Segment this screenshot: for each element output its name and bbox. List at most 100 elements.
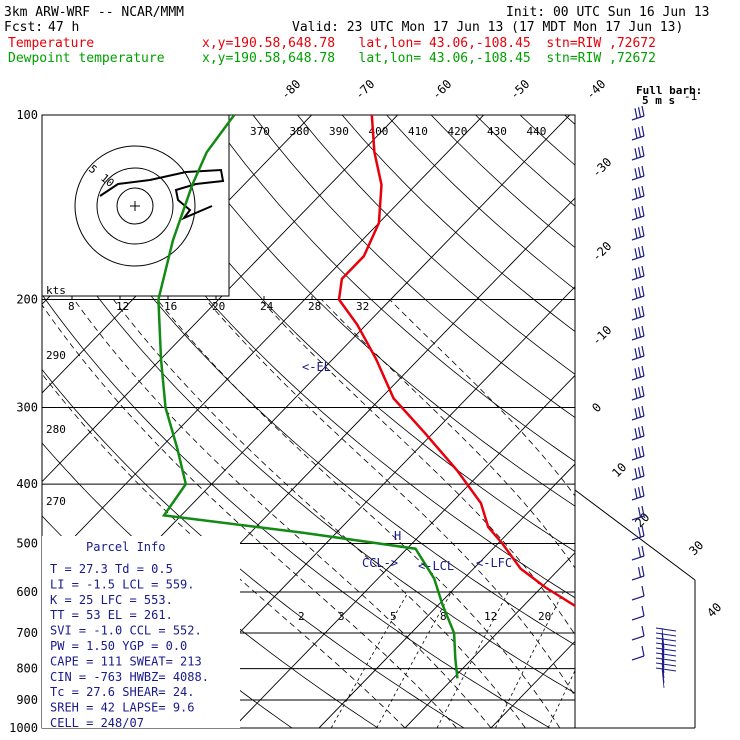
isotherm-label: -40 [583,77,608,102]
wind-barb [631,525,645,541]
isotherm-label: -60 [429,77,454,102]
barb-legend-title: Full barb: [636,84,702,97]
pressure-tick-label: 1000 [9,721,38,735]
isotherm-label: 40 [704,600,724,620]
wind-barb [631,305,645,321]
parcel-info-title: Parcel Info [86,540,165,554]
wind-barb [631,605,645,621]
dry-adiabat [564,115,575,125]
hodograph-speed-label: 16 [164,300,177,313]
pressure-tick-label: 500 [16,536,38,550]
wind-barb [631,465,645,481]
wind-barb-low [655,662,677,684]
theta-label: 410 [408,125,428,138]
isotherm [318,463,575,728]
theta-label: 440 [527,125,547,138]
parcel-info-row: SREH = 42 LAPSE= 9.6 [50,701,195,715]
wind-barb-low [655,632,677,654]
dry-adiabat [297,115,575,375]
barb-legend-unit: 5 m s [642,94,675,107]
forecast-label: Fcst: [4,20,43,35]
parcel-info-row: PW = 1.50 YGP = 0.0 [50,639,187,653]
isotherm-label: -10 [589,323,614,348]
isotherm-label: -50 [507,77,532,102]
wind-barb-low [655,652,677,674]
isotherm-label: 10 [609,460,629,480]
wind-barb [631,565,645,581]
legend-dewpoint-info: x,y=190.58,648.78 lat,lon= 43.06,-108.45… [202,51,656,66]
isotherm-label: -80 [278,77,303,102]
wind-barb [631,405,645,421]
wind-barb [631,625,645,641]
wind-barb-low [655,627,677,649]
wind-barb [631,445,645,461]
mixing-ratio-label: 20 [538,610,551,623]
lfc-marker: <-LFC [476,556,512,570]
init-time: Init: 00 UTC Sun 16 Jun 13 [506,5,710,20]
theta-label: 380 [290,125,310,138]
theta-label-left: 290 [46,349,66,362]
theta-label-left: 270 [46,495,66,508]
theta-label: 420 [448,125,468,138]
isotherm [577,115,740,728]
isotherm [490,640,575,728]
legend-temperature-info: x,y=190.58,648.78 lat,lon= 43.06,-108.45… [202,36,656,51]
wind-barb-low [655,642,677,664]
wind-barb [631,365,645,381]
model-title: 3km ARW-WRF -- NCAR/MMM [4,5,184,20]
mixing-ratio-line [436,591,509,728]
theta-label: 370 [250,125,270,138]
wind-barb [631,345,645,361]
barb-legend-exp: -1 [684,90,697,103]
dry-adiabat [519,115,575,166]
el-marker: <-EL [302,360,331,374]
mixing-ratio-label: 8 [440,610,447,623]
parcel-info-row: CIN = -763 HWBZ= 4088. [50,670,209,684]
wind-barb [631,125,645,141]
hodograph-speed-label: 28 [308,300,321,313]
parcel-info-row: Tc = 27.6 SHEAR= 24. [50,685,195,699]
hodograph-speed-label: 12 [116,300,129,313]
pressure-tick-label: 700 [16,626,38,640]
moist-adiabat [321,299,575,569]
dry-adiabat [654,115,740,728]
pressure-tick-label: 600 [16,585,38,599]
hodograph-speed-label: 8 [68,300,75,313]
moist-adiabat [389,299,575,497]
mixing-ratio-line [495,591,564,728]
mixing-ratio-label: 5 [390,610,397,623]
wind-barb [631,585,645,601]
wind-barb [631,145,645,161]
legend-dewpoint: Dewpoint temperature [8,51,165,66]
wind-barb [631,225,645,241]
dry-adiabat [475,115,575,207]
hodograph-speed-label: 24 [260,300,274,313]
ccl-marker: CCL-> [362,556,398,570]
moist-adiabat [205,299,575,697]
isotherm-label: 0 [589,400,604,415]
mixing-ratio-label: 3 [338,610,345,623]
forecast-value: 47 h [48,20,79,35]
temperature-line [337,115,575,608]
parcel-info-row: K = 25 LFC = 553. [50,593,173,607]
dry-adiabat [42,216,575,694]
moist-adiabat [260,299,575,636]
wind-barb [631,425,645,441]
theta-label: 430 [487,125,507,138]
hodograph-unit: kts [46,284,66,297]
hodograph-speed-label: 20 [212,300,225,313]
legend-temperature: Temperature [8,36,94,51]
hodograph-ring-middle [96,167,174,245]
hodograph-trace [99,168,225,221]
isotherm [404,552,575,728]
h-marker: H [394,529,401,543]
wind-barb [631,265,645,281]
wind-barb [631,385,645,401]
pressure-tick-label: 300 [16,400,38,414]
theta-label-left: 280 [46,423,66,436]
parcel-info-row: T = 27.3 Td = 0.5 [50,562,173,576]
parcel-info-row: SVI = -1.0 CCL = 552. [50,624,202,638]
wind-barb [631,165,645,181]
wind-barb-low [655,667,677,689]
